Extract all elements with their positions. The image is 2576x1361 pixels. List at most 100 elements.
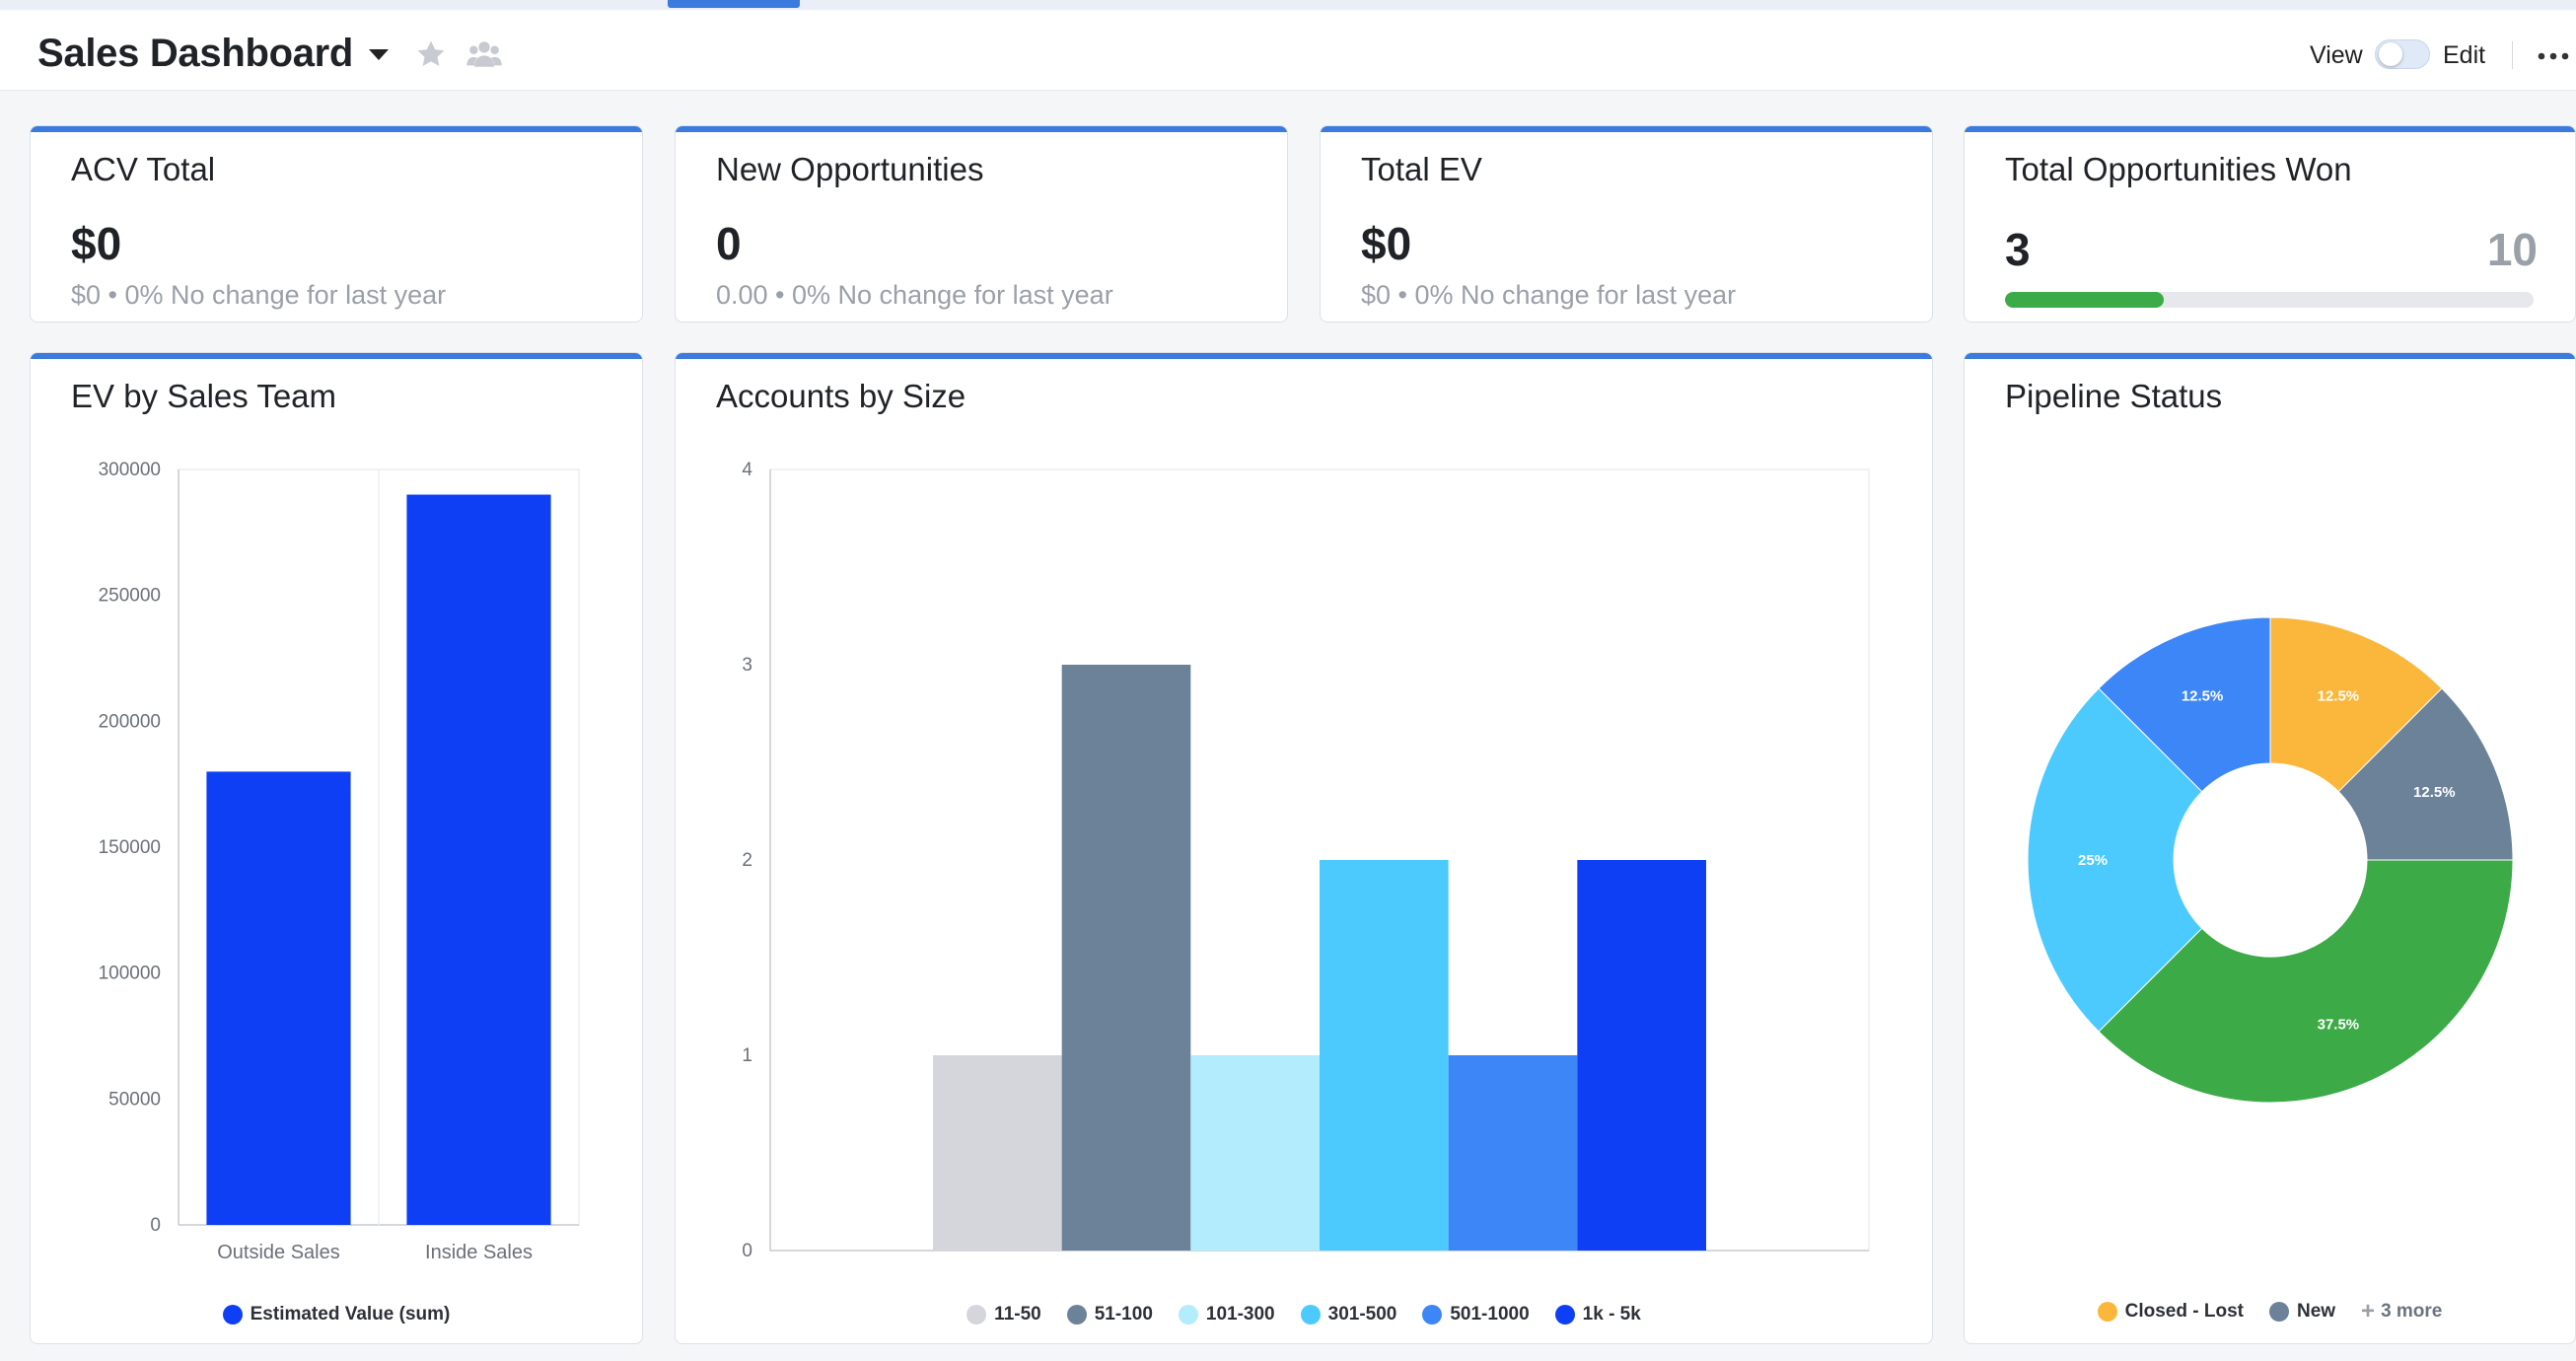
people-icon[interactable] — [465, 37, 503, 71]
y-tick-label: 50000 — [108, 1089, 161, 1110]
legend-label: 51-100 — [1094, 1304, 1153, 1325]
x-tick-label: Inside Sales — [425, 1242, 533, 1263]
legend-item[interactable]: 301-500 — [1300, 1304, 1397, 1325]
header-divider — [2512, 41, 2513, 69]
legend-item[interactable]: 101-300 — [1178, 1304, 1275, 1325]
y-tick-label: 200000 — [99, 711, 161, 732]
legend-item[interactable]: Closed - Lost — [2097, 1301, 2244, 1323]
legend-label: 11-50 — [994, 1304, 1041, 1325]
chevron-down-icon[interactable] — [369, 49, 389, 60]
progress-fill — [2005, 292, 2164, 308]
legend-more-link[interactable]: +3 more — [2361, 1298, 2442, 1325]
plus-icon: + — [2361, 1298, 2376, 1325]
slice-percent-label: 25% — [2078, 852, 2108, 869]
legend-swatch — [1178, 1305, 1198, 1325]
legend-item[interactable]: Estimated Value (sum) — [222, 1304, 451, 1325]
legend-swatch — [1300, 1305, 1321, 1325]
legend-label: 501-1000 — [1450, 1304, 1530, 1325]
legend-label: Closed - Lost — [2124, 1301, 2244, 1322]
y-tick-label: 0 — [742, 1241, 752, 1261]
legend-item[interactable]: New — [2268, 1301, 2336, 1323]
legend-swatch — [1554, 1305, 1575, 1325]
legend-item[interactable]: 1k - 5k — [1554, 1304, 1641, 1325]
bar[interactable] — [406, 494, 551, 1225]
page-title: Sales Dashboard — [37, 32, 354, 75]
y-tick-label: 250000 — [99, 586, 161, 607]
kpi-value: $0 — [1361, 218, 1412, 269]
legend-swatch — [2097, 1302, 2117, 1322]
chart-legend: 11-50 51-100 101-300 301-500 501-1000 1k - 5k — [676, 1304, 1932, 1325]
y-tick-label: 300000 — [99, 460, 161, 480]
legend-label: Estimated Value (sum) — [250, 1304, 451, 1325]
chart-card-ev-by-sales-team[interactable]: EV by Sales Team 0 50000 100000 150000 20000… — [30, 352, 643, 1344]
pie-slice[interactable] — [2027, 687, 2203, 1033]
card-title: ACV Total — [71, 151, 216, 187]
won-current-value: 3 — [2005, 224, 2031, 275]
kpi-card-total-ev[interactable]: Total EV $0 $0 • 0% No change for last y… — [1320, 125, 1933, 322]
ev-by-team-chart: 0 50000 100000 150000 200000 250000 300000 Outs… — [99, 460, 580, 1263]
legend-item[interactable]: 501-1000 — [1422, 1304, 1530, 1325]
star-icon[interactable] — [414, 37, 448, 71]
y-tick-label: 3 — [742, 655, 752, 676]
kpi-comparison: $0 • 0% No change for last year — [1361, 280, 1737, 310]
y-tick-label: 1 — [742, 1045, 752, 1066]
legend-label: 1k - 5k — [1582, 1304, 1641, 1325]
legend-label: New — [2296, 1301, 2336, 1322]
bar[interactable] — [1577, 860, 1706, 1251]
card-title: EV by Sales Team — [71, 378, 337, 414]
legend-swatch — [1422, 1305, 1443, 1325]
kpi-card-opportunities-won[interactable]: Total Opportunities Won 3 10 — [1964, 125, 2576, 322]
slice-percent-label: 37.5% — [2318, 1016, 2360, 1033]
pie-slice[interactable] — [2098, 859, 2514, 1104]
view-mode-label: View — [2310, 41, 2363, 69]
pipeline-status-chart: 12.5% 12.5% 37.5% 25% 12.5% — [2027, 616, 2514, 1104]
kpi-card-acv-total[interactable]: ACV Total $0 $0 • 0% No change for last … — [30, 125, 643, 322]
legend-more-label: 3 more — [2381, 1301, 2443, 1322]
y-tick-label: 0 — [150, 1215, 161, 1236]
card-title: Total Opportunities Won — [2005, 151, 2352, 187]
card-title: New Opportunities — [716, 151, 984, 187]
chart-card-accounts-by-size[interactable]: Accounts by Size 0 1 2 3 4 11-50 51-100 101-30… — [675, 352, 1933, 1344]
y-tick-label: 4 — [742, 460, 752, 480]
legend-item[interactable]: 51-100 — [1066, 1304, 1153, 1325]
x-tick-label: Outside Sales — [217, 1242, 340, 1263]
bar[interactable] — [1061, 665, 1191, 1251]
y-tick-label: 2 — [742, 850, 752, 871]
chart-card-pipeline-status[interactable]: Pipeline Status 12.5% 12.5% 37.5% 25% 12.5% … — [1964, 352, 2576, 1344]
card-title: Accounts by Size — [716, 378, 966, 414]
active-tab-indicator — [668, 0, 800, 8]
bar[interactable] — [206, 771, 351, 1225]
bar[interactable] — [1320, 860, 1449, 1251]
slice-percent-label: 12.5% — [2318, 688, 2360, 705]
legend-swatch — [966, 1305, 987, 1325]
y-tick-label: 100000 — [99, 964, 161, 984]
pie-slice[interactable] — [2098, 616, 2271, 793]
legend-swatch — [1066, 1305, 1087, 1325]
y-tick-label: 150000 — [99, 837, 161, 858]
slice-percent-label: 12.5% — [2413, 784, 2456, 801]
slice-percent-label: 12.5% — [2182, 688, 2224, 705]
legend-item[interactable]: 11-50 — [966, 1304, 1041, 1325]
legend-swatch — [2268, 1302, 2289, 1322]
pie-slice[interactable] — [2269, 616, 2443, 793]
chart-legend: Closed - Lost New +3 more — [1965, 1298, 2575, 1325]
kpi-card-new-opportunities[interactable]: New Opportunities 0 0.00 • 0% No change … — [675, 125, 1288, 322]
legend-label: 301-500 — [1327, 1304, 1397, 1325]
kpi-value: $0 — [71, 218, 122, 269]
bar[interactable] — [933, 1055, 1062, 1251]
accounts-by-size-chart: 0 1 2 3 4 — [742, 460, 1870, 1261]
bar[interactable] — [1190, 1055, 1320, 1251]
toggle-knob — [2379, 42, 2402, 66]
edit-mode-label: Edit — [2443, 41, 2486, 69]
legend-label: 101-300 — [1205, 1304, 1275, 1325]
bar[interactable] — [1448, 1055, 1578, 1251]
top-strip — [0, 0, 2576, 10]
pie-slice[interactable] — [2337, 687, 2514, 861]
kpi-comparison: 0.00 • 0% No change for last year — [716, 280, 1113, 310]
view-edit-toggle[interactable] — [2375, 39, 2430, 69]
dashboard-header: Sales Dashboard View Edit — [0, 10, 2576, 91]
more-icon[interactable] — [2537, 51, 2570, 61]
card-title: Pipeline Status — [2005, 378, 2223, 414]
kpi-comparison: $0 • 0% No change for last year — [71, 280, 447, 310]
legend-swatch — [222, 1305, 243, 1325]
